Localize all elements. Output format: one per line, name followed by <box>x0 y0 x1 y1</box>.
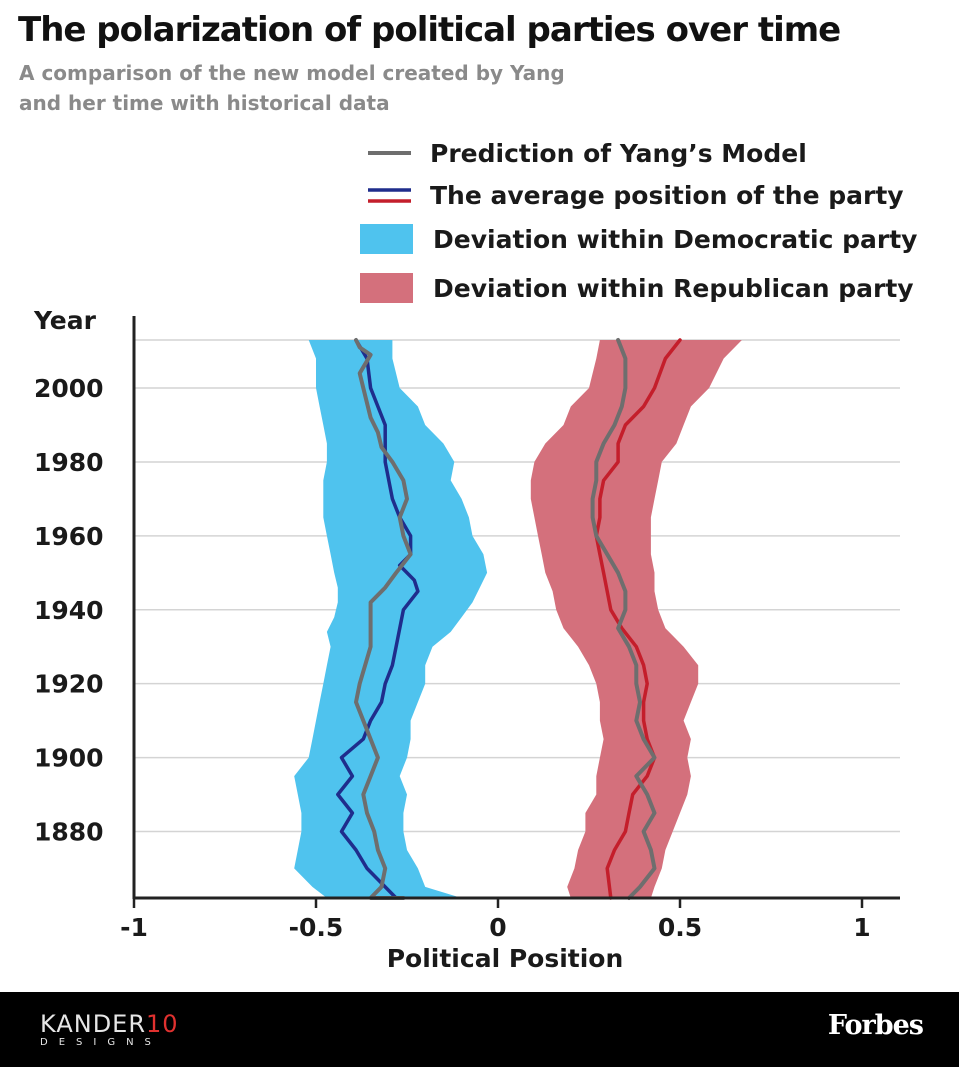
legend-model-label: Prediction of Yang’s Model <box>430 139 807 168</box>
republican-deviation-band <box>530 340 742 898</box>
legend: Prediction of Yang’s Model The average p… <box>360 139 917 303</box>
republican-model-line <box>590 338 657 900</box>
legend-rep-band-swatch <box>360 273 413 303</box>
democratic-average-line <box>336 338 420 900</box>
y-tick-label: 2000 <box>34 374 104 403</box>
legend-dem-band-label: Deviation within Democratic party <box>433 225 917 254</box>
kander10-logo: KANDER10 DESIGNS <box>40 1012 179 1048</box>
kander-word: KANDER <box>40 1010 147 1038</box>
kander10-wordmark: KANDER10 <box>40 1012 179 1036</box>
y-tick-label: 1980 <box>34 448 104 477</box>
chart-canvas: Prediction of Yang’s Model The average p… <box>33 139 917 973</box>
y-tick-label: 1940 <box>34 596 104 625</box>
x-tick-label: 0 <box>489 913 506 942</box>
series-lines <box>336 338 682 900</box>
x-tick-label: -0.5 <box>289 913 344 942</box>
footer-bar: KANDER10 DESIGNS Forbes <box>0 992 959 1067</box>
democratic-model-line <box>354 338 413 900</box>
chart-title: The polarization of political parties ov… <box>18 10 841 50</box>
y-axis-label: Year <box>33 306 97 335</box>
y-tick-label: 1920 <box>34 670 104 699</box>
x-tick-label: -1 <box>120 913 148 942</box>
legend-average-label: The average position of the party <box>430 181 904 210</box>
legend-rep-band-label: Deviation within Republican party <box>433 274 914 303</box>
chart-subtitle-line-1: A comparison of the new model created by… <box>19 61 565 85</box>
kander-designs: DESIGNS <box>40 1037 162 1048</box>
tick-labels: -1 -0.5 0 0.5 1 1880 1900 1920 1940 1960 1980 2000 <box>34 374 871 942</box>
axes <box>132 316 900 908</box>
deviation-bands <box>294 340 742 898</box>
legend-dem-band-swatch <box>360 224 413 254</box>
y-tick-label: 1900 <box>34 744 104 773</box>
forbes-logo: Forbes <box>827 1010 924 1041</box>
kander-number: 10 <box>146 1010 179 1038</box>
y-tick-label: 1880 <box>34 817 104 846</box>
x-axis-label: Political Position <box>387 944 624 973</box>
democratic-deviation-band <box>294 340 488 898</box>
x-tick-label: 1 <box>853 913 870 942</box>
y-tick-label: 1960 <box>34 522 104 551</box>
x-tick-label: 0.5 <box>658 913 702 942</box>
republican-average-line <box>594 338 682 900</box>
chart-subtitle-line-2: and her time with historical data <box>19 91 390 115</box>
grid <box>134 339 900 833</box>
